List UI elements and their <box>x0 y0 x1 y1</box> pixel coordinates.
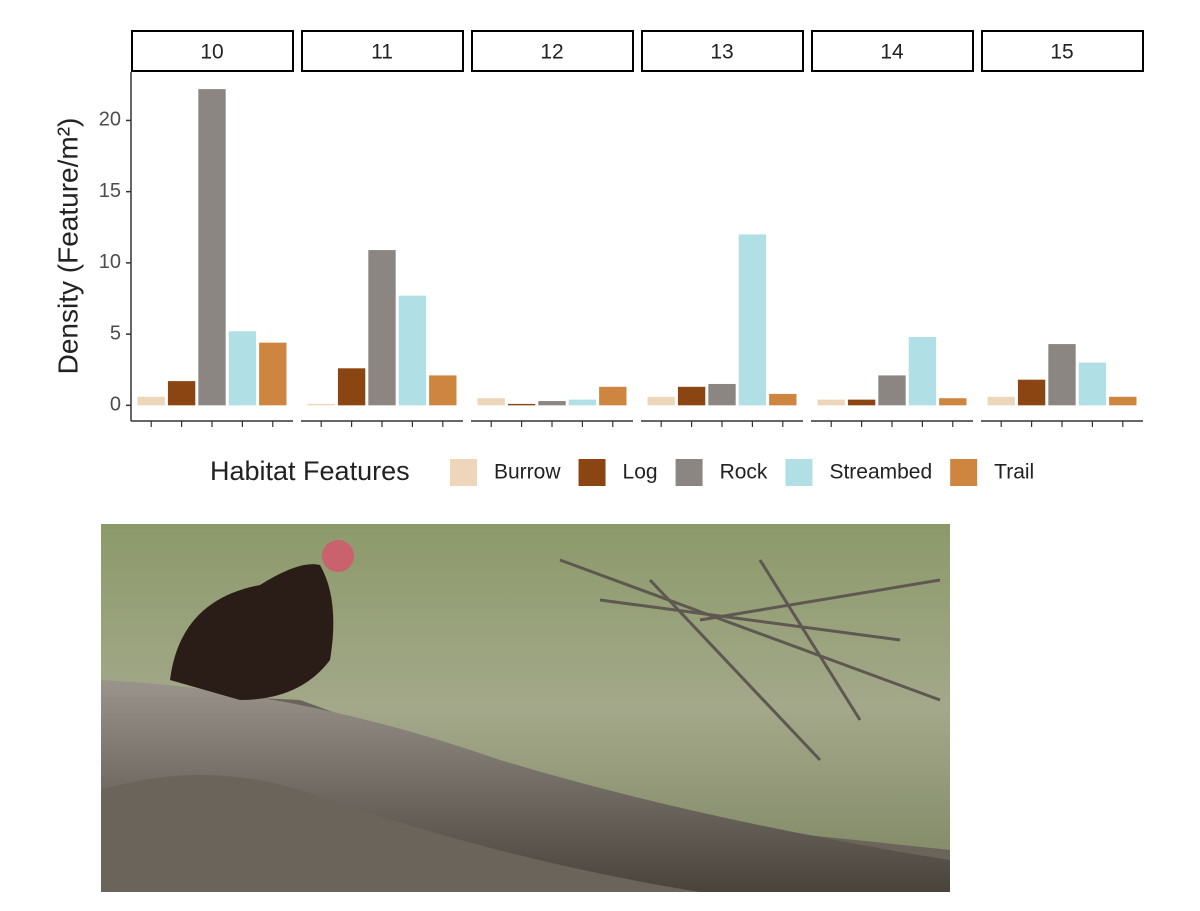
bar <box>368 250 396 406</box>
bar <box>259 342 287 406</box>
bar <box>677 386 706 406</box>
bar <box>599 386 627 406</box>
strip-label: 10 <box>200 41 223 64</box>
bar <box>1109 396 1137 406</box>
legend-key <box>785 459 813 486</box>
legend-label: Log <box>623 461 658 484</box>
bar <box>307 403 335 406</box>
bar <box>1017 379 1046 406</box>
y-tick-label: 5 <box>110 322 121 344</box>
bar <box>167 381 196 406</box>
bar <box>398 295 427 406</box>
bar <box>568 399 597 406</box>
legend-key <box>450 459 477 486</box>
bar <box>817 399 845 406</box>
bar <box>847 399 876 406</box>
bar <box>228 331 257 406</box>
strip-label: 14 <box>880 41 904 64</box>
bar <box>939 398 967 406</box>
bar <box>878 375 906 406</box>
photo-bird-head <box>322 540 354 572</box>
bar <box>477 398 505 406</box>
y-tick-label: 15 <box>99 180 121 202</box>
strip-label: 15 <box>1050 41 1073 64</box>
y-tick-label: 0 <box>110 394 121 416</box>
strip-box <box>811 30 974 72</box>
strip-box <box>131 30 294 72</box>
bar <box>137 396 165 406</box>
bar <box>1078 362 1107 406</box>
legend-label: Rock <box>720 461 768 484</box>
bar <box>769 393 797 406</box>
bar <box>337 368 366 406</box>
photo-bird <box>170 564 334 700</box>
legend-label: Burrow <box>494 461 561 484</box>
y-axis-label: Density (Feature/m²) <box>52 118 83 375</box>
bar <box>1048 344 1076 406</box>
y-tick-label: 20 <box>99 109 121 131</box>
strip-box <box>981 30 1144 72</box>
bar <box>647 396 675 406</box>
legend-key <box>675 459 703 486</box>
bar <box>198 89 226 406</box>
strip-box <box>641 30 804 72</box>
bar <box>538 401 566 406</box>
photo-log <box>101 680 950 892</box>
legend-label: Trail <box>994 461 1034 484</box>
bar <box>507 403 536 406</box>
strip-label: 12 <box>540 41 563 64</box>
photo <box>101 524 950 892</box>
bar <box>987 396 1015 406</box>
bar <box>738 234 767 406</box>
y-tick-label: 10 <box>99 251 121 273</box>
photo-branches <box>559 558 941 762</box>
strip-box <box>471 30 634 72</box>
bar <box>429 375 457 406</box>
strip-label: 13 <box>710 41 733 64</box>
strip-box <box>301 30 464 72</box>
legend-key <box>950 459 978 486</box>
bar <box>708 383 736 406</box>
legend-title: Habitat Features <box>210 456 410 486</box>
legend-label: Streambed <box>829 461 932 484</box>
bar <box>908 336 937 406</box>
legend-key <box>578 459 606 486</box>
strip-label: 11 <box>371 41 393 64</box>
